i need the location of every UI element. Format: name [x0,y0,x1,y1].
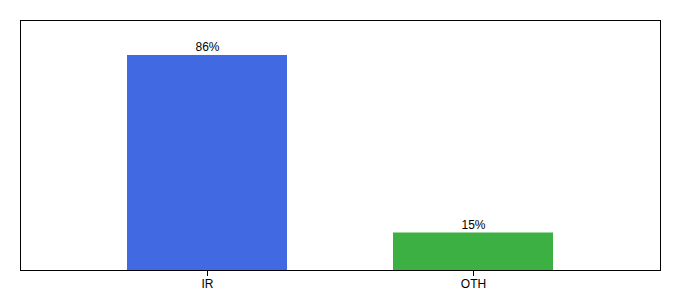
svg-text:15%: 15% [461,218,485,232]
svg-text:IR: IR [202,277,214,291]
svg-text:86%: 86% [195,40,219,54]
svg-text:OTH: OTH [461,277,486,291]
